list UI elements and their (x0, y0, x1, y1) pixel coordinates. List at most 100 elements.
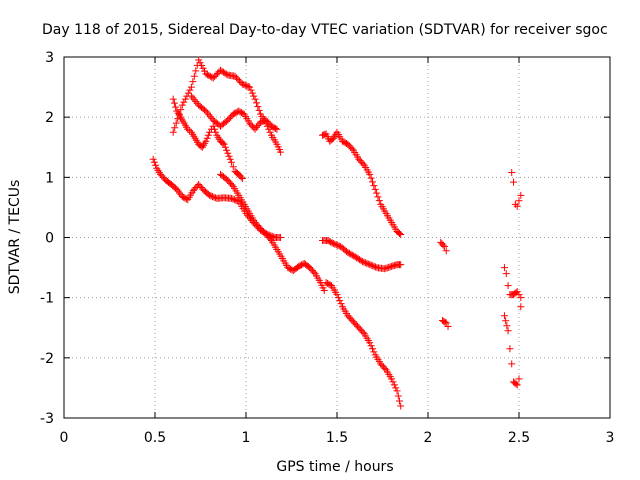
data-point (177, 106, 185, 114)
data-point (444, 323, 452, 331)
data-point (368, 345, 376, 353)
data-point (193, 99, 201, 107)
data-point (277, 234, 285, 241)
data-point (181, 95, 189, 103)
data-point (511, 200, 519, 208)
data-point (359, 328, 367, 336)
data-point (209, 74, 217, 82)
data-point (513, 202, 521, 210)
data-point (189, 78, 197, 86)
data-point (248, 89, 256, 97)
data-point (344, 249, 352, 257)
data-point (334, 241, 342, 249)
data-point (366, 170, 374, 178)
data-point (171, 124, 179, 132)
data-points (149, 56, 525, 410)
data-point (220, 140, 228, 148)
data-point (219, 139, 227, 147)
data-point (397, 261, 405, 269)
data-point (517, 294, 525, 302)
grid-lines (64, 57, 610, 418)
data-point (210, 193, 218, 201)
data-point (360, 258, 368, 266)
data-point (184, 125, 192, 133)
data-point (208, 114, 216, 122)
data-point (207, 192, 215, 200)
data-point (226, 155, 234, 163)
x-tick-label: 2 (424, 430, 433, 446)
data-point (149, 155, 157, 163)
data-point (209, 193, 217, 201)
data-point (228, 181, 236, 189)
data-point (320, 286, 328, 294)
data-point (273, 125, 281, 133)
data-point (357, 257, 365, 265)
data-point (227, 194, 235, 202)
data-point (192, 98, 200, 106)
x-tick-label: 1 (242, 430, 251, 446)
data-point (347, 250, 355, 258)
data-point (230, 196, 238, 204)
data-point (515, 291, 523, 299)
data-point (178, 101, 186, 109)
y-tick-label: 2 (45, 110, 54, 126)
data-point (229, 195, 237, 203)
data-point (251, 95, 259, 103)
data-point (364, 260, 372, 268)
data-point (223, 146, 231, 154)
y-tick-label: -2 (40, 351, 54, 367)
data-point (508, 360, 516, 368)
data-point (367, 174, 375, 182)
data-point (266, 128, 274, 136)
data-point (512, 380, 520, 388)
data-point (252, 123, 260, 131)
data-point (442, 319, 450, 327)
data-point (389, 378, 397, 386)
data-point (212, 128, 220, 136)
data-point (255, 106, 263, 114)
data-point (172, 103, 180, 111)
y-tick-label: 0 (45, 231, 54, 247)
data-point (337, 300, 345, 308)
data-point (203, 71, 211, 79)
data-point (169, 95, 177, 103)
data-point (235, 77, 243, 85)
data-point (392, 384, 400, 392)
data-point (371, 185, 379, 193)
data-point (211, 72, 219, 80)
data-point (388, 375, 396, 383)
data-point (508, 169, 516, 177)
data-point (202, 137, 210, 145)
data-point (515, 375, 523, 383)
data-point (237, 173, 245, 181)
data-point (247, 86, 255, 94)
data-point (517, 191, 525, 199)
data-point (393, 387, 401, 395)
data-point (205, 72, 213, 80)
data-point (348, 145, 356, 153)
data-point (231, 72, 239, 80)
x-tick-label: 3 (606, 430, 615, 446)
data-point (370, 182, 378, 190)
data-point (250, 92, 258, 100)
data-point (375, 197, 383, 205)
data-point (266, 235, 274, 243)
data-point (310, 268, 318, 276)
data-point (363, 259, 371, 267)
data-point (206, 191, 214, 199)
x-tick-label: 0.5 (144, 430, 166, 446)
data-point (441, 318, 449, 326)
data-point (206, 128, 214, 136)
data-point (513, 381, 521, 389)
data-point (227, 158, 235, 166)
data-point (221, 143, 229, 151)
data-point (367, 261, 375, 269)
data-point (500, 264, 508, 272)
data-point (180, 98, 188, 106)
data-point (394, 392, 402, 400)
chart-title: Day 118 of 2015, Sidereal Day-to-day VTE… (42, 22, 608, 38)
data-point (224, 149, 232, 157)
data-point (254, 103, 262, 111)
x-tick-label: 0 (60, 430, 69, 446)
data-point (277, 148, 285, 156)
